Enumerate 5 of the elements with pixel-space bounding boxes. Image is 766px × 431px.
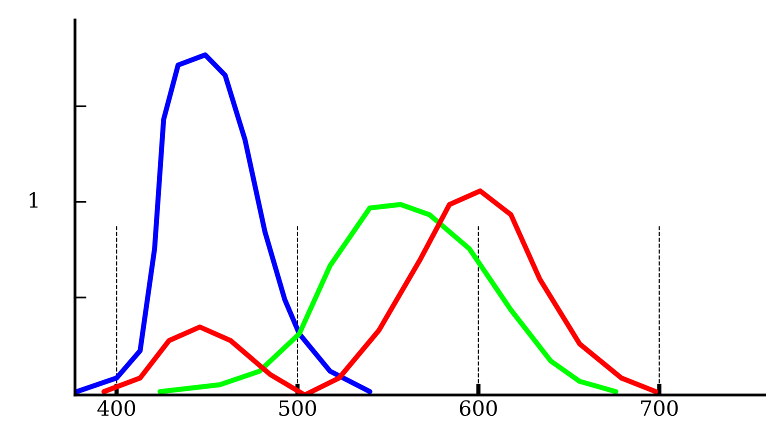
- x-tick-label: 600: [460, 400, 497, 416]
- x-tick-label: 400: [97, 400, 136, 416]
- x-tick-label: 500: [279, 400, 316, 416]
- x-tick-label: 700: [641, 400, 678, 416]
- text: 1: [30, 192, 38, 208]
